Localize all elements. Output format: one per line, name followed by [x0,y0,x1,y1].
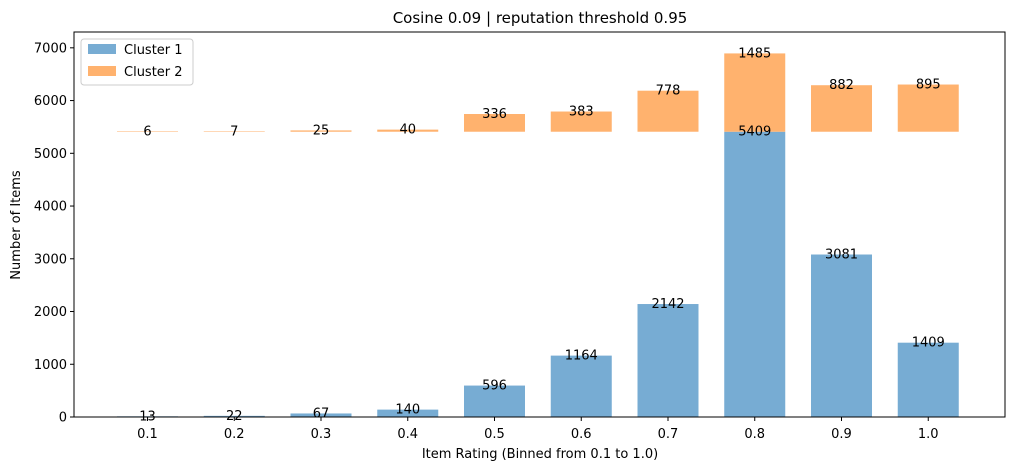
y-axis-label: Number of Items [9,170,24,280]
x-axis: 0.1 0.2 0.3 0.4 0.5 0.6 0.7 0.8 0.9 1.0 [137,417,939,442]
legend-label-cluster-2: Cluster 2 [124,65,183,80]
x-tick-label: 0.8 [744,427,765,442]
y-tick-label: 3000 [34,252,67,267]
bar-cluster-1-0.7 [637,304,699,417]
bar-cluster-2-0.5 [464,114,525,132]
bar-value-label: 22 [226,409,243,424]
y-tick-label: 2000 [34,305,67,320]
legend: Cluster 1 Cluster 2 [80,38,194,86]
bar-cluster-2-0.9 [811,85,872,132]
legend-swatch-cluster-2 [88,66,116,76]
bars-layer [117,53,959,417]
bar-value-label: 7 [230,124,238,139]
bar-value-label: 596 [482,379,507,394]
x-axis-label: Item Rating (Binned from 0.1 to 1.0) [422,447,658,462]
bar-value-label: 5409 [738,125,771,140]
x-tick-label: 0.7 [658,427,679,442]
y-tick-label: 4000 [34,200,67,215]
y-tick-label: 5000 [34,147,67,162]
bar-cluster-1-1.0 [897,342,959,417]
bar-value-label: 882 [829,78,854,93]
bar-cluster-2-0.6 [550,111,612,132]
bar-value-label: 67 [313,406,330,421]
bar-value-label: 336 [482,107,507,122]
x-tick-label: 0.3 [311,427,332,442]
bar-cluster-1-0.5 [464,385,525,417]
x-tick-label: 1.0 [918,427,939,442]
bar-value-label: 6 [143,124,151,139]
bar-value-label: 140 [395,403,420,418]
x-tick-label: 0.6 [571,427,592,442]
bar-cluster-2-1.0 [897,84,959,132]
chart-title: Cosine 0.09 | reputation threshold 0.95 [393,9,688,27]
bar-value-label: 778 [656,84,681,99]
bar-cluster-2-0.1 [117,131,178,132]
y-tick-label: 7000 [34,41,67,56]
x-tick-label: 0.5 [484,427,505,442]
x-tick-label: 0.1 [137,427,158,442]
bar-value-label: 3081 [825,248,858,263]
bar-cluster-2-0.2 [203,131,265,132]
bar-cluster-1-0.3 [290,413,352,417]
x-tick-label: 0.4 [397,427,418,442]
y-axis: 0 1000 2000 3000 4000 5000 6000 7000 [34,41,74,426]
bar-cluster-1-0.2 [203,415,265,417]
legend-label-cluster-1: Cluster 1 [124,43,183,58]
bar-cluster-2-0.8 [724,53,786,132]
bar-cluster-1-0.9 [811,254,872,417]
x-tick-label: 0.2 [224,427,245,442]
bar-value-label: 1164 [565,349,598,364]
x-tick-label: 0.9 [831,427,852,442]
bar-value-label: 1409 [912,336,945,351]
plot-frame [73,31,1006,418]
bar-cluster-1-0.4 [377,409,439,417]
bar-cluster-1-0.8 [724,131,786,417]
y-tick-label: 6000 [34,94,67,109]
bar-cluster-2-0.7 [637,90,699,132]
bar-value-label: 40 [399,123,416,138]
bar-value-label: 2142 [651,297,684,312]
legend-swatch-cluster-1 [88,44,116,54]
bar-cluster-1-0.6 [550,355,612,417]
bar-cluster-2-0.4 [377,129,439,132]
bar-cluster-2-0.3 [290,130,352,132]
y-tick-label: 0 [59,411,67,426]
y-tick-label: 1000 [34,358,67,373]
bar-value-label: 383 [569,105,594,120]
bar-value-label: 25 [313,123,330,138]
bar-value-label: 1485 [738,46,771,61]
bar-value-label: 895 [916,78,941,93]
